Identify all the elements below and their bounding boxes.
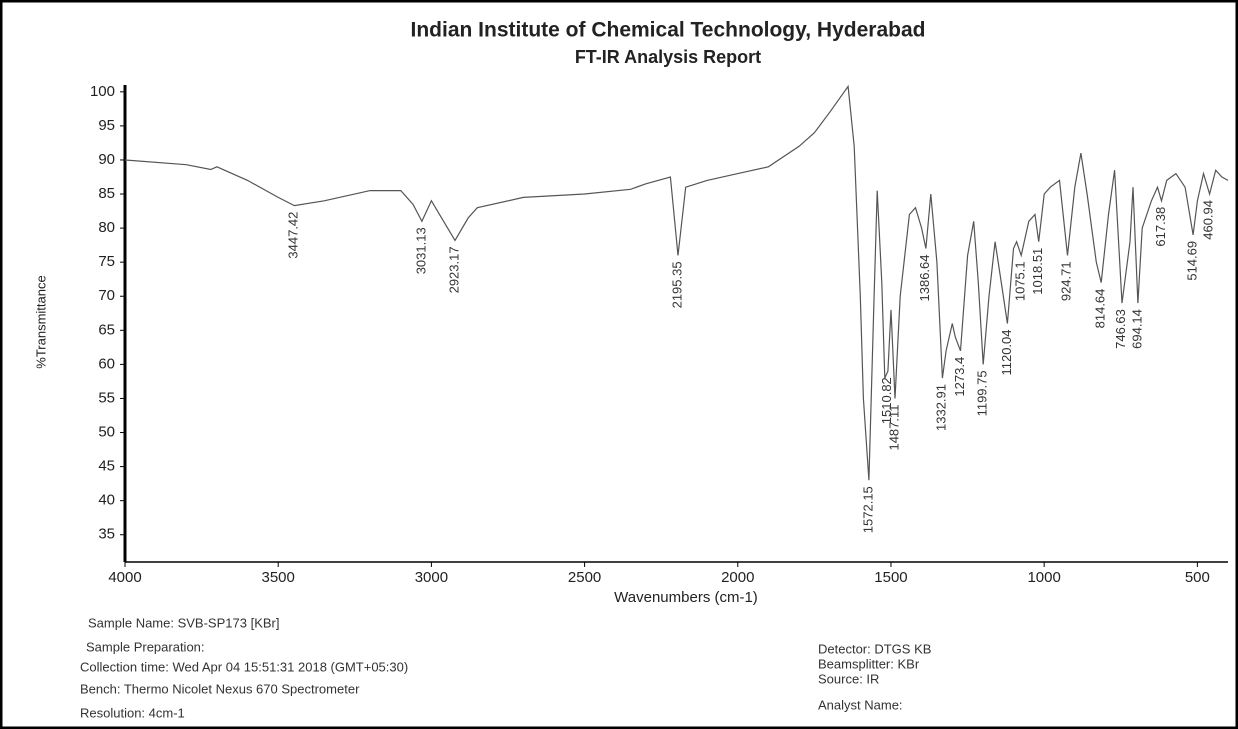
y-tick-label: 40 (98, 492, 115, 509)
y-tick-label: 95 (98, 117, 115, 134)
y-tick-label: 45 (98, 458, 115, 475)
x-axis-label: Wavenumbers (cm-1) (614, 589, 758, 606)
peak-label: 1075.1 (1013, 261, 1028, 301)
peak-label: 3031.13 (413, 227, 428, 274)
chart-subtitle: FT-IR Analysis Report (575, 47, 761, 67)
x-tick-label: 500 (1185, 569, 1210, 586)
peak-label: 746.63 (1113, 309, 1128, 349)
y-tick-label: 75 (98, 253, 115, 270)
peak-label: 3447.42 (286, 212, 301, 259)
spectrum-line (124, 84, 1229, 481)
x-tick-label: 4000 (108, 569, 141, 586)
peak-label: 1332.91 (934, 384, 949, 431)
peak-label: 1386.64 (917, 255, 932, 302)
peak-label: 694.14 (1129, 309, 1144, 349)
y-tick-label: 55 (98, 389, 115, 406)
peak-label: 514.69 (1184, 241, 1199, 281)
peak-label: 1487.11 (886, 405, 901, 451)
peak-label: 924.71 (1059, 261, 1074, 301)
x-tick-label: 1000 (1027, 569, 1060, 586)
peak-label: 1273.4 (952, 357, 967, 397)
peak-label: 1510.82 (879, 377, 894, 424)
peak-label: 460.94 (1201, 200, 1216, 240)
x-tick-label: 3000 (415, 569, 448, 586)
y-tick-label: 35 (98, 526, 115, 543)
sample-name: Sample Name: SVB-SP173 [KBr] (88, 615, 279, 630)
collection-time: Collection time: Wed Apr 04 15:51:31 201… (80, 659, 408, 674)
y-tick-label: 100 (90, 83, 115, 100)
x-tick-label: 3500 (262, 569, 295, 586)
peak-label: 814.64 (1092, 289, 1107, 329)
y-tick-label: 60 (98, 355, 115, 372)
y-tick-label: 65 (98, 321, 115, 338)
chart-title: Indian Institute of Chemical Technology,… (411, 19, 926, 42)
y-tick-label: 70 (98, 287, 115, 304)
peak-label: 1199.75 (974, 370, 989, 416)
resolution: Resolution: 4cm-1 (80, 705, 185, 720)
source: Source: IR (818, 671, 879, 686)
peak-label: 1018.51 (1030, 248, 1045, 295)
y-tick-label: 50 (98, 423, 115, 440)
bench: Bench: Thermo Nicolet Nexus 670 Spectrom… (80, 681, 360, 696)
analyst-name: Analyst Name: (818, 697, 903, 712)
y-tick-label: 85 (98, 185, 115, 202)
beamsplitter: Beamsplitter: KBr (818, 656, 920, 671)
detector: Detector: DTGS KB (818, 641, 931, 656)
peak-label: 617.38 (1153, 207, 1168, 247)
peak-label: 2923.17 (446, 246, 461, 293)
x-tick-label: 2000 (721, 569, 754, 586)
x-tick-label: 1500 (874, 569, 907, 586)
y-tick-label: 80 (98, 219, 115, 236)
y-tick-label: 90 (98, 151, 115, 168)
sample-preparation: Sample Preparation: (86, 639, 205, 654)
peak-label: 1120.04 (999, 330, 1014, 376)
x-tick-label: 2500 (568, 569, 601, 586)
y-axis-label: %Transmittance (33, 275, 48, 368)
peak-label: 1572.15 (860, 486, 875, 533)
peak-label: 2195.35 (669, 261, 684, 308)
